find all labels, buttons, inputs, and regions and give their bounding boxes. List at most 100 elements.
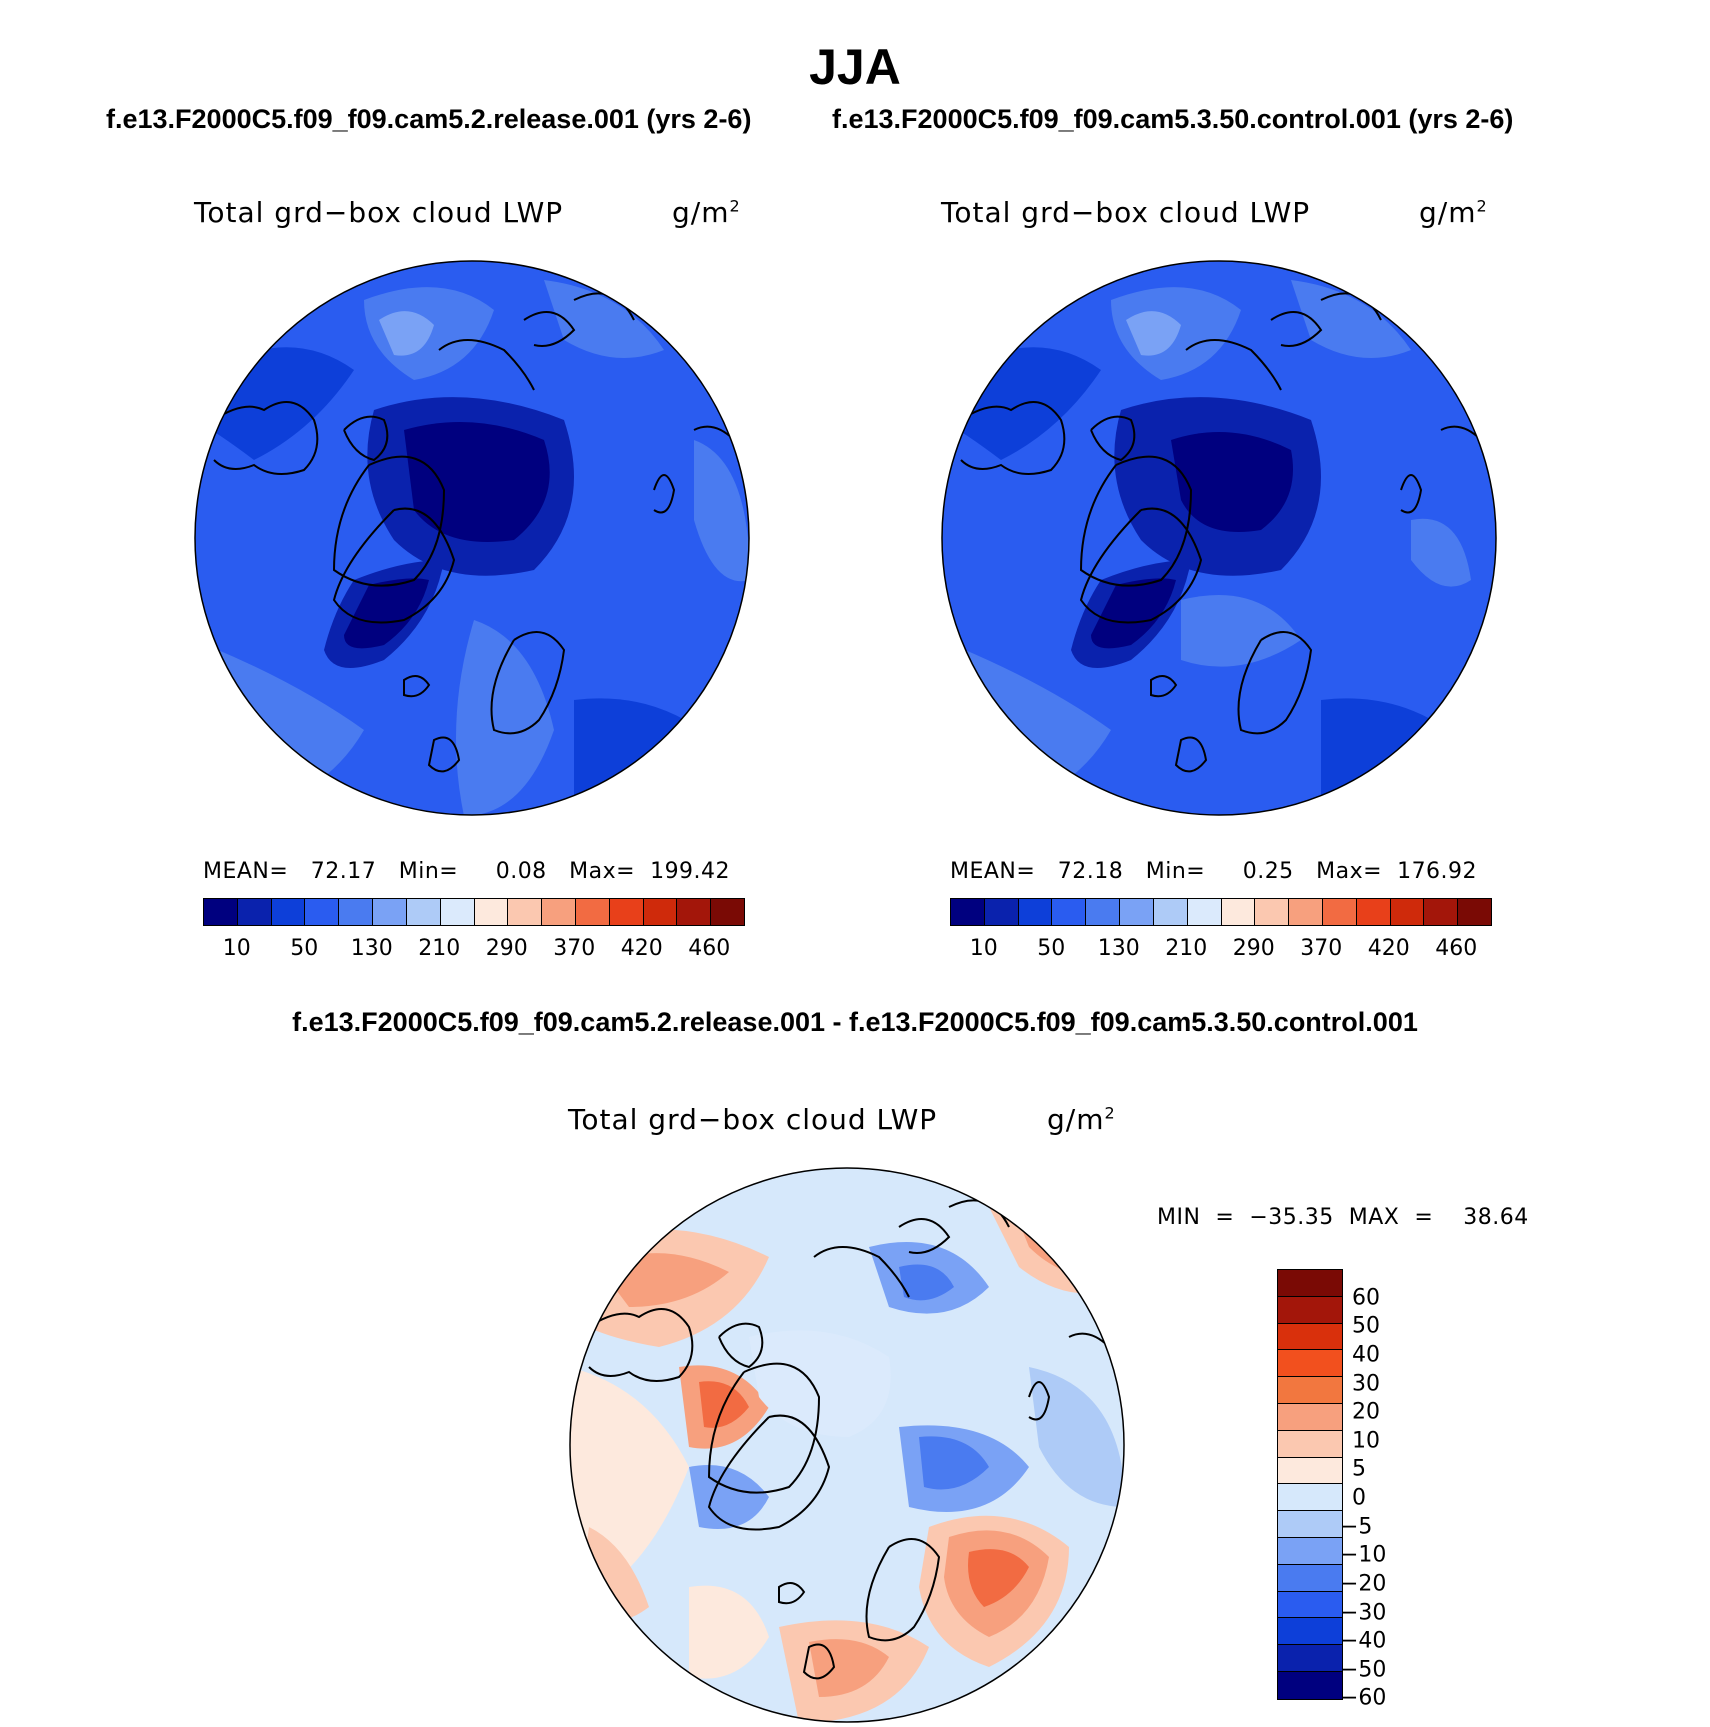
colorbar-swatch: [440, 899, 475, 925]
diff-minmax: MIN = −35.35 MAX = 38.64: [1157, 1205, 1529, 1230]
colorbar-tick-label: 20: [1352, 1399, 1380, 1425]
diff-field-region: [899, 1264, 954, 1301]
colorbar-tick-label: 460: [1435, 936, 1478, 961]
colorbar-tick-label: 40: [1352, 1342, 1380, 1368]
right-colorbar-ticks: 10 50 130 210 290 370 420 460: [950, 936, 1490, 966]
colorbar-swatch: [1086, 899, 1121, 925]
colorbar-tick-label: 210: [1165, 936, 1208, 961]
right-units: g/m2: [1419, 196, 1488, 229]
colorbar-swatch: [1278, 1323, 1342, 1351]
colorbar-swatch: [305, 899, 340, 925]
difference-polar-map: [569, 1167, 1125, 1723]
right-field-region: [1321, 698, 1461, 815]
colorbar-swatch: [1221, 899, 1256, 925]
colorbar-tick-label: 50: [1352, 1313, 1380, 1339]
colorbar-tick-label: 290: [485, 936, 528, 961]
colorbar-swatch: [1278, 1270, 1342, 1297]
diff-field-region: [968, 1549, 1029, 1607]
left-colorbar: [203, 898, 745, 926]
diff-field-region: [919, 1436, 989, 1490]
colorbar-tick-label: −5: [1340, 1514, 1373, 1540]
colorbar-swatch: [1278, 1511, 1342, 1538]
difference-title: f.e13.F2000C5.f09_f09.cam5.2.release.001…: [292, 1007, 1418, 1037]
colorbar-swatch: [609, 899, 644, 925]
colorbar-tick-label: 370: [553, 936, 596, 961]
colorbar-swatch: [271, 899, 306, 925]
colorbar-swatch: [1052, 899, 1087, 925]
colorbar-swatch: [339, 899, 374, 925]
colorbar-swatch: [508, 899, 543, 925]
diff-variable-label: Total grd−box cloud LWP: [568, 1103, 938, 1136]
colorbar-tick-label: 370: [1300, 936, 1343, 961]
colorbar-swatch: [1278, 1645, 1342, 1672]
colorbar-tick-label: 30: [1352, 1371, 1380, 1396]
colorbar-tick-label: −20: [1340, 1571, 1387, 1597]
right-map-boundary: [941, 260, 1497, 816]
colorbar-swatch: [1278, 1377, 1342, 1404]
right-field-region: [1091, 578, 1176, 649]
left-field-region: [404, 422, 550, 542]
colorbar-swatch: [474, 899, 509, 925]
colorbar-tick-label: −10: [1340, 1542, 1387, 1568]
colorbar-tick-label: 50: [290, 936, 319, 961]
colorbar-swatch: [575, 899, 610, 925]
right-colorbar: [950, 898, 1492, 926]
left-map-boundary: [194, 260, 750, 816]
left-units: g/m2: [672, 196, 741, 229]
right-field-region: [1126, 311, 1181, 356]
diff-colorbar-ticks: 60 50 40 30 20 10 5 0 −5 −10 −20 −30 −40 −50 −60: [1340, 1269, 1432, 1727]
diff-field-region: [689, 1585, 769, 1679]
case2-label: f.e13.F2000C5.f09_f09.cam5.3.50.control.…: [832, 104, 1514, 134]
colorbar-swatch: [984, 899, 1019, 925]
left-polar-map: [194, 260, 750, 816]
colorbar-swatch: [542, 899, 576, 925]
colorbar-swatch: [406, 899, 441, 925]
colorbar-swatch: [373, 899, 407, 925]
left-field-region: [574, 698, 714, 815]
colorbar-tick-label: −40: [1340, 1628, 1387, 1654]
figure-title: JJA: [809, 39, 901, 95]
colorbar-swatch: [1278, 1484, 1342, 1512]
colorbar-swatch: [1187, 899, 1222, 925]
colorbar-swatch: [1153, 899, 1188, 925]
diff-field-region: [749, 1330, 891, 1437]
right-field-region: [1171, 432, 1293, 532]
colorbar-swatch: [1278, 1671, 1342, 1699]
colorbar-swatch: [1018, 899, 1053, 925]
left-field-region: [379, 311, 434, 356]
colorbar-swatch: [237, 899, 272, 925]
left-stats: MEAN= 72.17 Min= 0.08 Max= 199.42: [203, 859, 731, 884]
colorbar-swatch: [711, 899, 744, 925]
colorbar-swatch: [1278, 1564, 1342, 1592]
colorbar-tick-label: −60: [1340, 1685, 1387, 1711]
colorbar-swatch: [204, 899, 238, 925]
colorbar-swatch: [1458, 899, 1491, 925]
colorbar-tick-label: 10: [969, 936, 998, 961]
colorbar-swatch: [1289, 899, 1323, 925]
colorbar-swatch: [1278, 1618, 1342, 1646]
left-field-region: [344, 578, 429, 649]
colorbar-tick-label: 420: [1367, 936, 1410, 961]
colorbar-tick-label: 130: [1097, 936, 1140, 961]
right-field-region: [1411, 518, 1471, 587]
colorbar-tick-label: 0: [1352, 1485, 1366, 1511]
colorbar-tick-label: −30: [1340, 1600, 1387, 1625]
colorbar-swatch: [643, 899, 678, 925]
colorbar-tick-label: 130: [350, 936, 393, 961]
colorbar-swatch: [1255, 899, 1290, 925]
right-field-region: [1181, 595, 1301, 667]
diff-units: g/m2: [1047, 1103, 1116, 1136]
diff-map-boundary: [569, 1167, 1125, 1723]
left-field-region: [694, 440, 749, 582]
colorbar-swatch: [1278, 1296, 1342, 1324]
diff-coastlines: [588, 1199, 1110, 1680]
colorbar-swatch: [1356, 899, 1391, 925]
right-polar-map: [941, 260, 1497, 816]
colorbar-swatch: [1278, 1350, 1342, 1378]
colorbar-swatch: [1278, 1430, 1342, 1458]
case1-label: f.e13.F2000C5.f09_f09.cam5.2.release.001…: [106, 104, 752, 134]
left-variable-label: Total grd−box cloud LWP: [194, 196, 564, 229]
colorbar-swatch: [1278, 1457, 1342, 1485]
colorbar-swatch: [1424, 899, 1459, 925]
colorbar-swatch: [1120, 899, 1154, 925]
